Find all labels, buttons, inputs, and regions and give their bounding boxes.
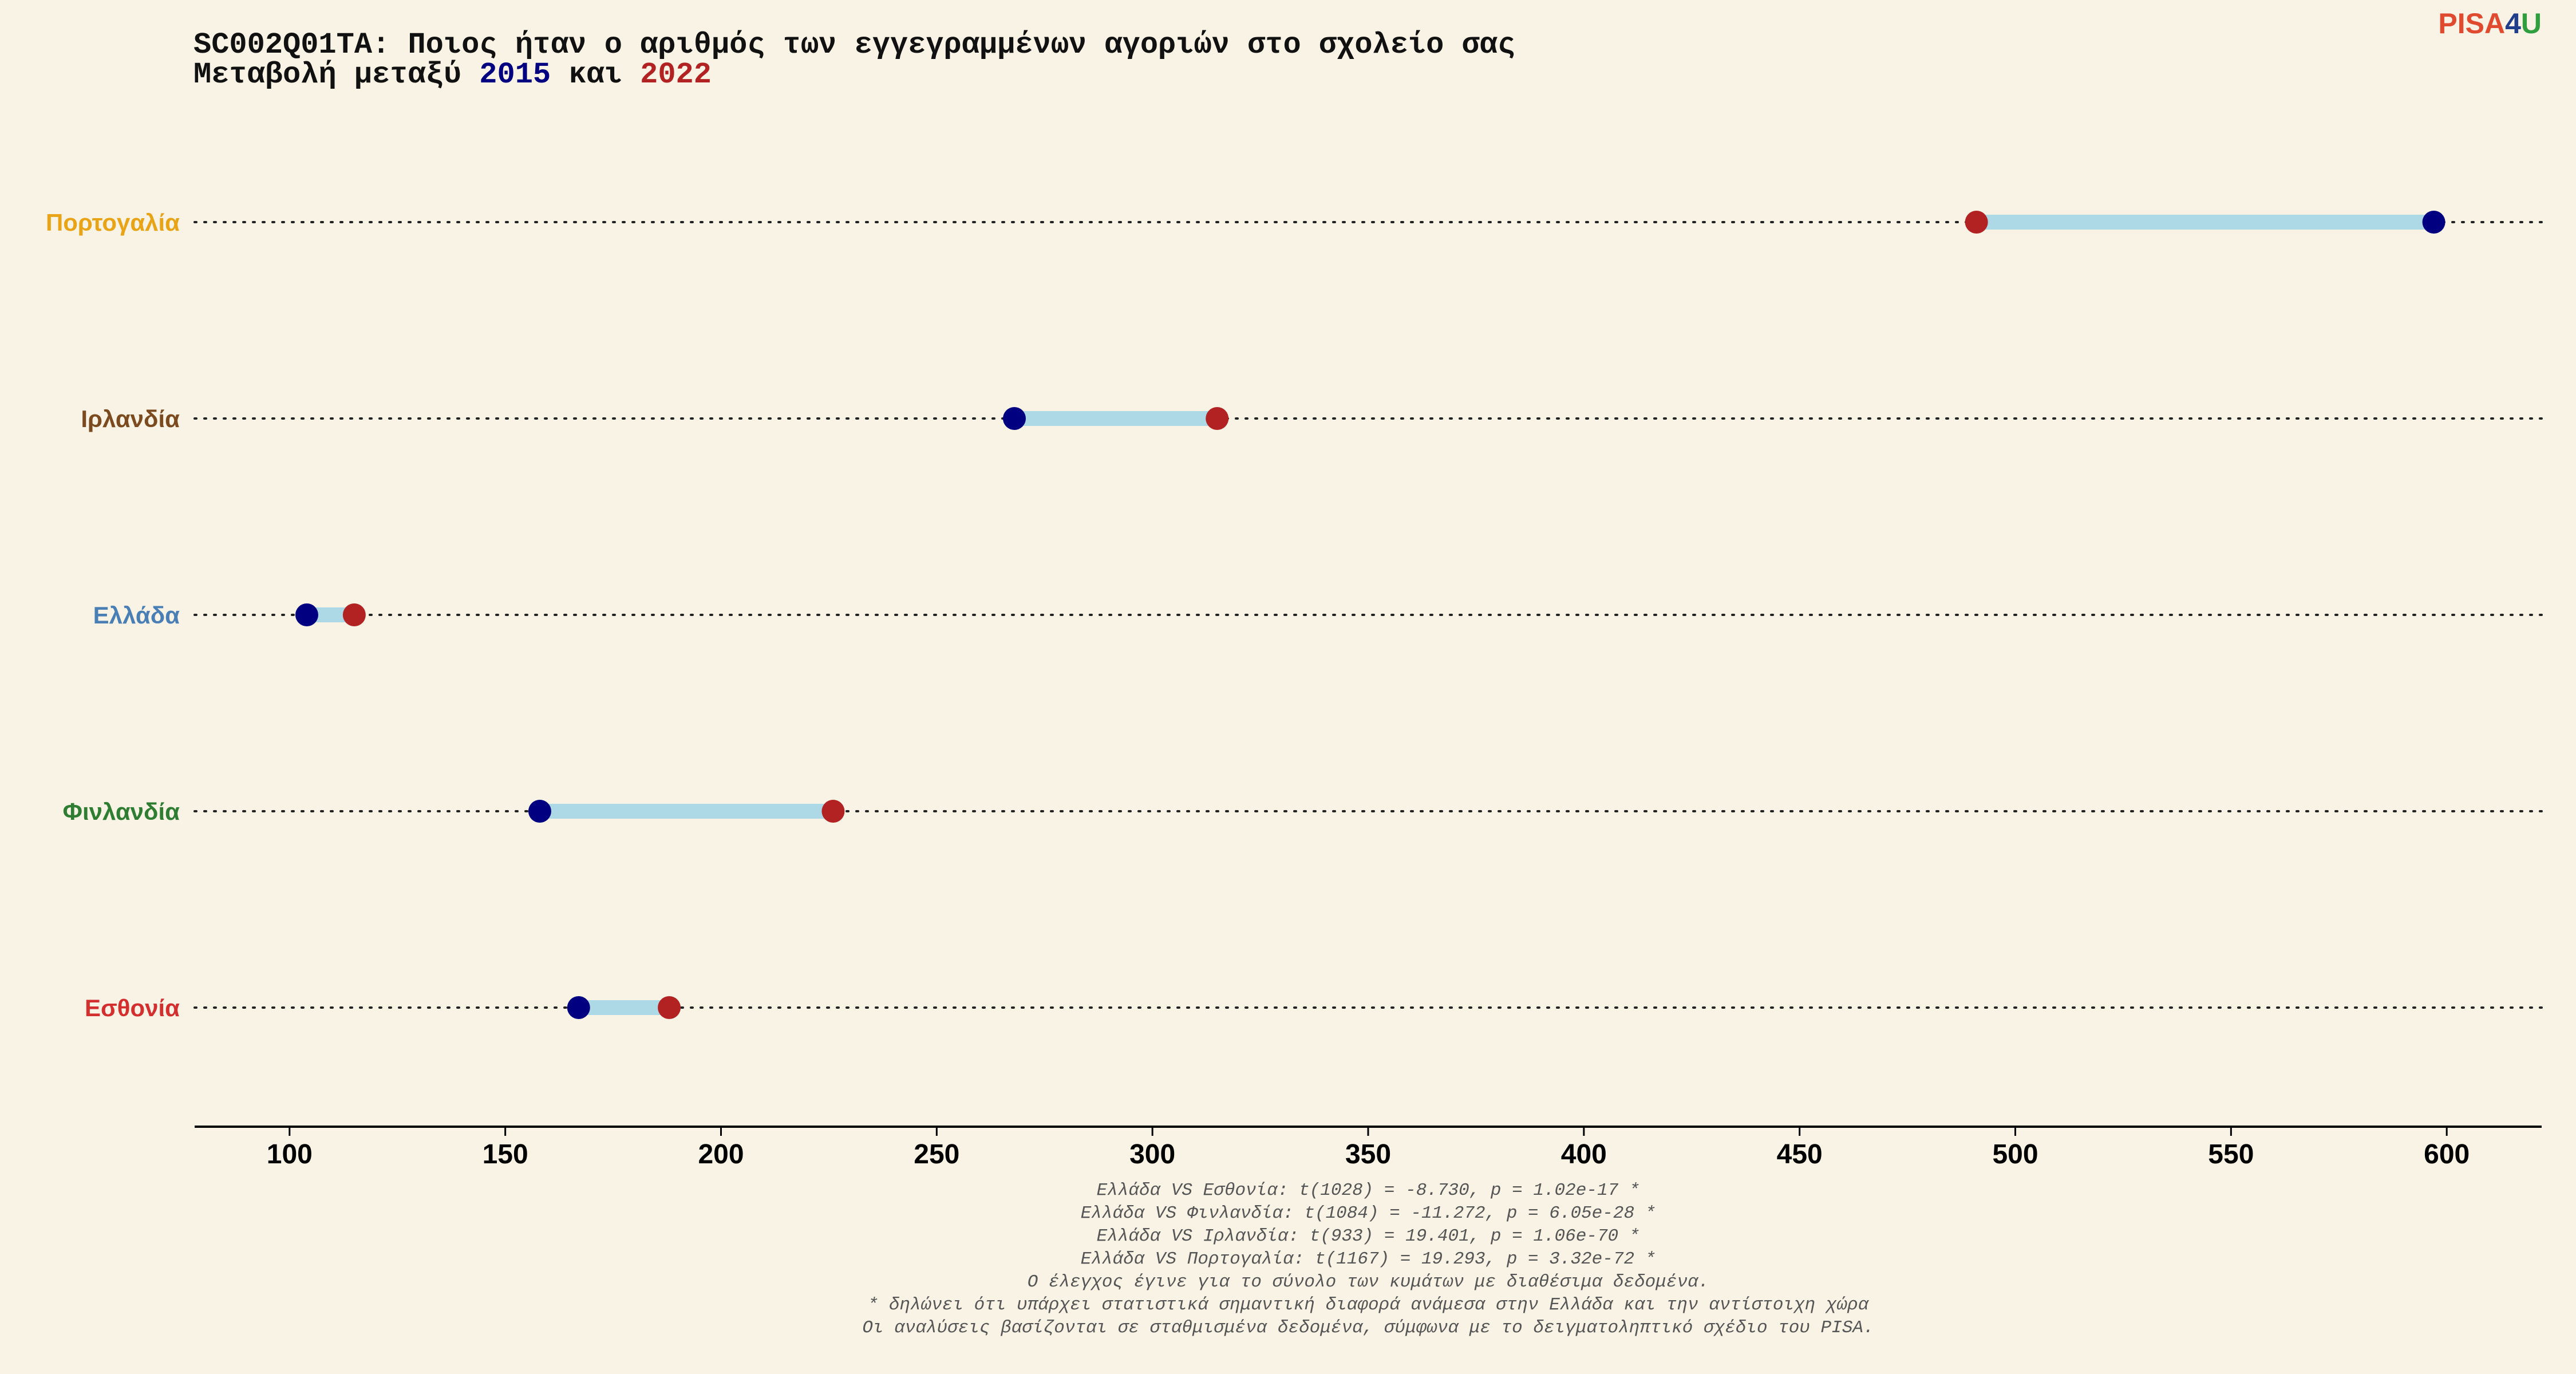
subtitle-year-2015: 2015 xyxy=(479,58,551,92)
x-tick-label: 450 xyxy=(1777,1139,1823,1170)
x-tick-label: 600 xyxy=(2424,1139,2470,1170)
chart-subtitle: Μεταβολή μεταξύ 2015 και 2022 xyxy=(193,58,712,92)
point-2015 xyxy=(295,603,318,626)
category-label: Πορτογαλία xyxy=(46,209,180,236)
point-2022 xyxy=(342,603,366,626)
footnote-line: Ελλάδα VS Πορτογαλία: t(1167) = 19.293, … xyxy=(1081,1249,1656,1269)
point-2015 xyxy=(2422,211,2445,234)
subtitle-middle: και xyxy=(551,58,640,92)
x-tick-label: 400 xyxy=(1561,1139,1607,1170)
point-2015 xyxy=(528,800,551,823)
point-2022 xyxy=(1206,407,1229,430)
dumbbell-rows: Πορτογαλία Ιρλανδία Ελλάδα Φινλανδία Εσθονία xyxy=(46,209,2543,1021)
chart-title: SC002Q01TA: Ποιος ήταν ο αριθμός των εγγ… xyxy=(193,28,1515,62)
x-tick-label: 200 xyxy=(698,1139,744,1170)
point-2015 xyxy=(1002,407,1026,430)
x-tick-label: 150 xyxy=(483,1139,528,1170)
x-tick-label: 250 xyxy=(914,1139,959,1170)
row-3: Φινλανδία xyxy=(63,798,2543,825)
row-4: Εσθονία xyxy=(85,994,2543,1021)
category-label: Ιρλανδία xyxy=(81,405,180,432)
footnote-line: Ελλάδα VS Εσθονία: t(1028) = -8.730, p =… xyxy=(1097,1180,1640,1201)
footnote-line: Ελλάδα VS Ιρλανδία: t(933) = 19.401, p =… xyxy=(1097,1226,1640,1246)
category-label: Φινλανδία xyxy=(63,798,180,825)
pisa4u-logo: PISA4U xyxy=(2438,7,2542,40)
x-tick-label: 500 xyxy=(1992,1139,2038,1170)
row-0: Πορτογαλία xyxy=(46,209,2543,236)
x-tick-label: 550 xyxy=(2208,1139,2254,1170)
footnote-line: Ελλάδα VS Φινλανδία: t(1084) = -11.272, … xyxy=(1081,1203,1656,1223)
x-tick-label: 350 xyxy=(1345,1139,1391,1170)
subtitle-year-2022: 2022 xyxy=(640,58,712,92)
point-2022 xyxy=(658,996,681,1019)
category-label: Εσθονία xyxy=(85,994,180,1021)
category-label: Ελλάδα xyxy=(93,602,180,629)
point-2015 xyxy=(567,996,590,1019)
row-2: Ελλάδα xyxy=(93,602,2543,629)
logo-u: U xyxy=(2521,7,2542,40)
point-2022 xyxy=(821,800,845,823)
x-tick-label: 100 xyxy=(267,1139,313,1170)
x-tick-label: 300 xyxy=(1129,1139,1175,1170)
subtitle-prefix: Μεταβολή μεταξύ xyxy=(193,58,479,92)
row-1: Ιρλανδία xyxy=(81,405,2543,432)
logo-four: 4 xyxy=(2505,7,2521,40)
footnote-line: * δηλώνει ότι υπάρχει στατιστικά σημαντι… xyxy=(868,1295,1870,1315)
footnote-line: Ο έλεγχος έγινε για το σύνολο των κυμάτω… xyxy=(1028,1272,1709,1292)
footnotes: Ελλάδα VS Εσθονία: t(1028) = -8.730, p =… xyxy=(862,1180,1874,1338)
footnote-line: Οι αναλύσεις βασίζονται σε σταθμισμένα δ… xyxy=(862,1318,1874,1338)
point-2022 xyxy=(1965,211,1988,234)
logo-pisa: PISA xyxy=(2438,7,2505,40)
x-axis-ticks: 100 150 200 250 300 350 400 450 500 550 600 xyxy=(267,1127,2470,1170)
